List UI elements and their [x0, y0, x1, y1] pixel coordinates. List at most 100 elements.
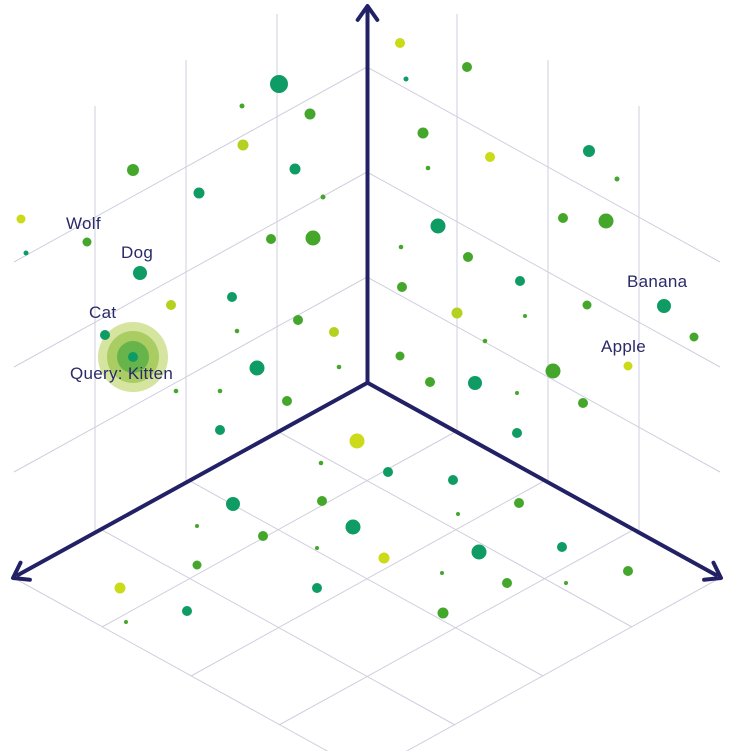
point-label: Cat: [89, 303, 116, 322]
data-point[interactable]: [557, 542, 567, 552]
data-point[interactable]: [425, 165, 431, 171]
data-point[interactable]: [312, 583, 322, 593]
data-point[interactable]: [173, 388, 179, 394]
data-point[interactable]: [463, 252, 473, 262]
data-point[interactable]: [289, 163, 301, 175]
data-point[interactable]: [515, 391, 519, 395]
data-point[interactable]: [512, 428, 522, 438]
data-point[interactable]: [383, 467, 393, 477]
data-point[interactable]: [523, 314, 527, 318]
data-point[interactable]: [417, 127, 429, 139]
axis-arrowhead-icon: [702, 560, 723, 582]
data-point[interactable]: [16, 214, 26, 224]
data-point[interactable]: [166, 300, 176, 310]
data-point[interactable]: [304, 108, 316, 120]
grid-line: [366, 276, 721, 473]
data-point[interactable]: [395, 38, 405, 48]
data-point[interactable]: [564, 581, 568, 585]
data-point[interactable]: [514, 498, 524, 508]
data-point[interactable]: [378, 552, 390, 564]
data-point[interactable]: [258, 531, 268, 541]
data-point[interactable]: [270, 75, 288, 93]
point-label: Dog: [121, 243, 153, 262]
data-point[interactable]: [485, 152, 495, 162]
data-point[interactable]: [425, 377, 435, 387]
grid-line: [366, 66, 721, 263]
data-point[interactable]: [293, 315, 303, 325]
data-point[interactable]: [226, 497, 240, 511]
data-point[interactable]: [657, 299, 671, 313]
data-point[interactable]: [502, 578, 512, 588]
data-point[interactable]: [215, 425, 225, 435]
data-point[interactable]: [482, 338, 488, 344]
data-point[interactable]: [451, 307, 463, 319]
data-point[interactable]: [430, 218, 446, 234]
data-point[interactable]: [583, 145, 595, 157]
data-point[interactable]: [515, 276, 525, 286]
grid-line: [405, 577, 721, 751]
data-point[interactable]: [318, 460, 324, 466]
data-point[interactable]: [124, 620, 128, 624]
point-label: Banana: [627, 272, 688, 291]
data-point[interactable]: [403, 76, 409, 82]
data-point[interactable]: [127, 164, 139, 176]
data-point[interactable]: [133, 266, 147, 280]
data-point[interactable]: [237, 139, 249, 151]
data-point[interactable]: [468, 376, 482, 390]
data-point[interactable]: [195, 524, 199, 528]
data-point[interactable]: [456, 512, 460, 516]
data-point[interactable]: [182, 606, 192, 616]
data-point[interactable]: [545, 363, 561, 379]
grid-line: [278, 529, 634, 726]
data-point[interactable]: [689, 332, 699, 342]
axis-arrowhead-icon: [355, 4, 380, 22]
data-point[interactable]: [227, 292, 237, 302]
data-point[interactable]: [249, 360, 265, 376]
data-point[interactable]: [336, 364, 342, 370]
data-point[interactable]: [193, 187, 205, 199]
data-point[interactable]: [440, 571, 444, 575]
data-point[interactable]: [82, 237, 92, 247]
axis-line: [16, 381, 369, 577]
data-point[interactable]: [305, 230, 321, 246]
query-point[interactable]: [128, 352, 138, 362]
data-point[interactable]: [471, 544, 487, 560]
grid-line: [13, 577, 329, 751]
data-point[interactable]: [395, 351, 405, 361]
data-point[interactable]: [558, 213, 568, 223]
data-point[interactable]: [462, 62, 472, 72]
data-point[interactable]: [614, 176, 620, 182]
data-point[interactable]: [349, 433, 365, 449]
data-point[interactable]: [397, 282, 407, 292]
grid-line: [13, 66, 368, 263]
grid-line: [190, 480, 545, 677]
data-point[interactable]: [315, 546, 319, 550]
point-label: Apple: [601, 337, 646, 356]
data-point[interactable]: [582, 300, 592, 310]
data-point[interactable]: [217, 388, 223, 394]
data-point[interactable]: [114, 582, 126, 594]
grid-line: [366, 171, 721, 368]
data-point[interactable]: [398, 244, 404, 250]
data-point[interactable]: [623, 361, 633, 371]
data-point[interactable]: [578, 398, 588, 408]
data-point[interactable]: [282, 396, 292, 406]
grid-line: [13, 171, 368, 368]
data-point[interactable]: [623, 566, 633, 576]
data-point[interactable]: [329, 327, 339, 337]
data-point[interactable]: [345, 519, 361, 535]
data-point[interactable]: [234, 328, 240, 334]
data-point[interactable]: [320, 194, 326, 200]
data-point[interactable]: [437, 607, 449, 619]
data-point[interactable]: [192, 560, 202, 570]
data-point[interactable]: [598, 213, 614, 229]
data-point[interactable]: [239, 103, 245, 109]
grid-line: [13, 276, 368, 473]
data-point[interactable]: [100, 330, 110, 340]
data-point[interactable]: [266, 234, 276, 244]
data-point[interactable]: [23, 250, 29, 256]
data-point[interactable]: [448, 475, 458, 485]
axis-line: [366, 381, 718, 577]
data-point[interactable]: [317, 496, 327, 506]
